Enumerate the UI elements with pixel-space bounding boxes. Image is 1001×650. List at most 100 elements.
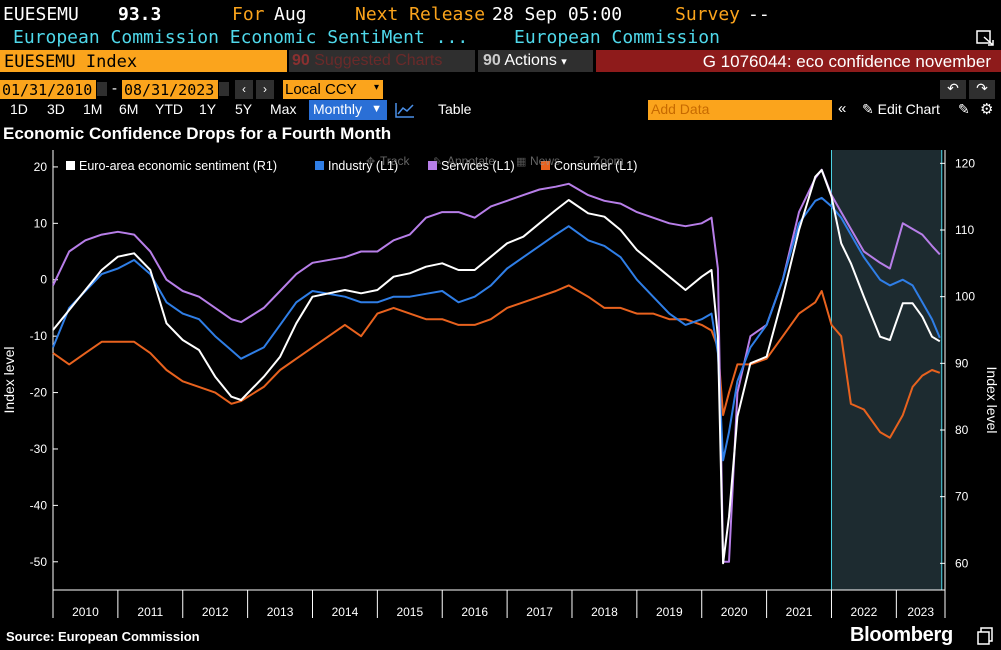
x-tick-label: 2011 bbox=[137, 605, 163, 619]
right-tick-label: 80 bbox=[955, 423, 969, 437]
ticker-label: EUESEMU bbox=[3, 4, 79, 25]
description-row: European Commission Economic SentiMent .… bbox=[0, 27, 1001, 49]
range-max-button[interactable]: Max bbox=[270, 101, 297, 117]
x-tick-label: 2020 bbox=[721, 605, 748, 619]
bloomberg-logo: Bloomberg bbox=[850, 624, 953, 646]
currency-caret-icon: ▾ bbox=[373, 82, 379, 93]
toolbar-row: EUESEMU Index 90 Suggested Charts 90 Act… bbox=[0, 50, 1001, 72]
redo-icon[interactable]: ↷ bbox=[969, 80, 995, 99]
collapse-icon[interactable]: « bbox=[838, 100, 847, 117]
tool-track-label[interactable]: Track bbox=[380, 154, 411, 168]
left-tick-label: -20 bbox=[30, 386, 48, 400]
x-tick-label: 2021 bbox=[786, 605, 813, 619]
range-1d-button[interactable]: 1D bbox=[10, 101, 28, 117]
series-line-euro-area bbox=[52, 169, 941, 565]
range-3d-button[interactable]: 3D bbox=[47, 101, 65, 117]
tool-zoom-label[interactable]: Zoom bbox=[593, 154, 624, 168]
right-tick-label: 60 bbox=[955, 556, 969, 570]
range-6m-button[interactable]: 6M bbox=[119, 101, 139, 117]
tool-news-icon[interactable]: ▦ bbox=[516, 155, 526, 168]
survey-value: -- bbox=[748, 4, 770, 25]
survey-label: Survey bbox=[675, 4, 741, 25]
copy-chart-icon[interactable] bbox=[976, 626, 996, 646]
left-tick-label: -40 bbox=[30, 498, 48, 512]
left-tick-label: -30 bbox=[30, 442, 48, 456]
series-line-services bbox=[52, 168, 941, 563]
end-calendar-icon[interactable] bbox=[219, 82, 229, 96]
actions-button[interactable]: 90 Actions ▾ bbox=[478, 50, 593, 72]
next-release-label: Next Release bbox=[355, 4, 486, 25]
left-tick-label: 20 bbox=[34, 160, 48, 174]
expand-icon[interactable] bbox=[975, 29, 995, 47]
range-row: 1D 3D 1M 6M YTD 1Y 5Y Max Monthly ▼ Table Add Data «… bbox=[0, 100, 1001, 120]
tool-news-label[interactable]: News bbox=[530, 154, 560, 168]
edit-settings-icon[interactable]: ✎ bbox=[958, 101, 970, 117]
left-tick-label: 10 bbox=[34, 216, 48, 230]
x-tick-label: 2014 bbox=[332, 605, 359, 619]
legend-label: Services (L1) bbox=[441, 159, 515, 173]
x-tick-label: 2013 bbox=[267, 605, 294, 619]
table-button[interactable]: Table bbox=[438, 101, 472, 117]
legend-swatch bbox=[541, 161, 550, 170]
actions-num: 90 bbox=[483, 52, 501, 69]
x-tick-label: 2012 bbox=[202, 605, 229, 619]
legend-swatch bbox=[66, 161, 75, 170]
currency-select[interactable]: Local CCY ▾ bbox=[283, 80, 383, 99]
legend-label: Euro-area economic sentiment (R1) bbox=[79, 159, 277, 173]
tool-annotate-icon[interactable]: ✎ bbox=[433, 155, 442, 168]
x-tick-label: 2010 bbox=[72, 605, 99, 619]
x-tick-label: 2022 bbox=[851, 605, 878, 619]
header-row: EUESEMU 93.3 For Aug Next Release 28 Sep… bbox=[0, 2, 1001, 26]
date-row: 01/31/2010 - 08/31/2023 ‹ › Local CCY ▾ … bbox=[0, 80, 1001, 99]
x-tick-label: 2019 bbox=[656, 605, 683, 619]
edit-chart-button[interactable]: ✎ Edit Chart bbox=[862, 101, 940, 118]
range-ytd-button[interactable]: YTD bbox=[155, 101, 183, 117]
add-data-input[interactable]: Add Data bbox=[648, 100, 832, 120]
end-date-field[interactable]: 08/31/2023 bbox=[122, 80, 218, 99]
tool-annotate-label[interactable]: Annotate bbox=[447, 154, 495, 168]
tool-zoom-icon[interactable]: ⌕ bbox=[579, 155, 585, 168]
tool-track-icon[interactable]: ✥ bbox=[366, 155, 375, 168]
right-tick-label: 100 bbox=[955, 290, 975, 304]
start-calendar-icon[interactable] bbox=[97, 82, 107, 96]
legend-swatch bbox=[315, 161, 324, 170]
line-chart-icon[interactable] bbox=[393, 100, 417, 120]
source-org-text: European Commission bbox=[514, 27, 720, 48]
frequency-caret-icon: ▼ bbox=[371, 103, 382, 115]
right-tick-label: 110 bbox=[955, 223, 974, 237]
series-line-consumer bbox=[52, 284, 941, 439]
next-release-value: 28 Sep 05:00 bbox=[492, 4, 623, 25]
suggested-label: Suggested Charts bbox=[314, 52, 443, 69]
x-tick-label: 2018 bbox=[591, 605, 618, 619]
undo-icon[interactable]: ↶ bbox=[940, 80, 966, 99]
right-axis-label: Index level bbox=[984, 367, 1000, 434]
frequency-label: Monthly bbox=[313, 101, 363, 117]
prev-period-icon[interactable]: ‹ bbox=[235, 80, 253, 99]
chart-id-field[interactable]: G 1076044: eco confidence november bbox=[596, 50, 1001, 72]
date-separator: - bbox=[112, 80, 117, 97]
chart-source: Source: European Commission bbox=[6, 629, 200, 644]
left-axis-label: Index level bbox=[1, 347, 17, 414]
start-date-field[interactable]: 01/31/2010 bbox=[0, 80, 96, 99]
right-tick-label: 70 bbox=[955, 490, 969, 504]
suggested-num: 90 bbox=[292, 52, 310, 69]
left-tick-label: -10 bbox=[30, 329, 48, 343]
suggested-charts-button[interactable]: 90 Suggested Charts bbox=[289, 50, 475, 72]
range-1m-button[interactable]: 1M bbox=[83, 101, 103, 117]
for-period: Aug bbox=[274, 4, 307, 25]
x-tick-label: 2016 bbox=[461, 605, 488, 619]
range-5y-button[interactable]: 5Y bbox=[235, 101, 253, 117]
frequency-select[interactable]: Monthly ▼ bbox=[309, 100, 387, 120]
left-tick-label: -50 bbox=[30, 555, 48, 569]
right-tick-label: 120 bbox=[955, 156, 975, 170]
description-text: European Commission Economic SentiMent .… bbox=[13, 27, 469, 48]
security-field[interactable]: EUESEMU Index bbox=[0, 50, 287, 72]
gear-icon[interactable]: ⚙ bbox=[980, 101, 994, 118]
x-tick-label: 2023 bbox=[907, 605, 934, 619]
currency-label: Local CCY bbox=[285, 81, 357, 98]
pencil-icon: ✎ bbox=[862, 101, 878, 117]
range-1y-button[interactable]: 1Y bbox=[199, 101, 217, 117]
next-period-icon[interactable]: › bbox=[256, 80, 274, 99]
chart-svg: 20100-10-20-30-40-5012011010090807060201… bbox=[1, 150, 1000, 619]
right-tick-label: 90 bbox=[955, 356, 969, 370]
